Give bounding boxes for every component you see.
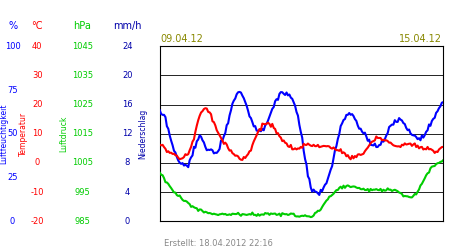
Text: 4: 4 (125, 188, 130, 196)
Text: 8: 8 (125, 158, 130, 168)
Text: 12: 12 (122, 129, 133, 138)
Text: -10: -10 (31, 188, 44, 196)
Text: 24: 24 (122, 42, 133, 51)
Text: 0: 0 (125, 217, 130, 226)
Text: mm/h: mm/h (113, 21, 142, 31)
Text: 16: 16 (122, 100, 133, 109)
Text: 995: 995 (74, 188, 90, 196)
Text: %: % (8, 21, 17, 31)
Text: 25: 25 (7, 173, 18, 182)
Text: Temperatur: Temperatur (19, 112, 28, 156)
Text: Niederschlag: Niederschlag (139, 108, 148, 159)
Text: Luftdruck: Luftdruck (59, 116, 68, 152)
Text: 15.04.12: 15.04.12 (399, 34, 442, 44)
Text: 100: 100 (4, 42, 21, 51)
Text: 1025: 1025 (72, 100, 93, 109)
Text: 09.04.12: 09.04.12 (161, 34, 203, 44)
Text: 50: 50 (7, 129, 18, 138)
Text: 30: 30 (32, 71, 43, 80)
Text: Luftfeuchtigkeit: Luftfeuchtigkeit (0, 104, 8, 164)
Text: 1015: 1015 (72, 129, 93, 138)
Text: 1035: 1035 (72, 71, 93, 80)
Text: 1005: 1005 (72, 158, 93, 168)
Text: 0: 0 (35, 158, 40, 168)
Text: 75: 75 (7, 86, 18, 94)
Text: Erstellt: 18.04.2012 22:16: Erstellt: 18.04.2012 22:16 (164, 238, 273, 248)
Text: 0: 0 (10, 217, 15, 226)
Text: hPa: hPa (73, 21, 91, 31)
Text: °C: °C (32, 21, 43, 31)
Text: 40: 40 (32, 42, 43, 51)
Text: -20: -20 (31, 217, 44, 226)
Text: 10: 10 (32, 129, 43, 138)
Text: 985: 985 (74, 217, 90, 226)
Text: 1045: 1045 (72, 42, 93, 51)
Text: 20: 20 (122, 71, 133, 80)
Text: 20: 20 (32, 100, 43, 109)
